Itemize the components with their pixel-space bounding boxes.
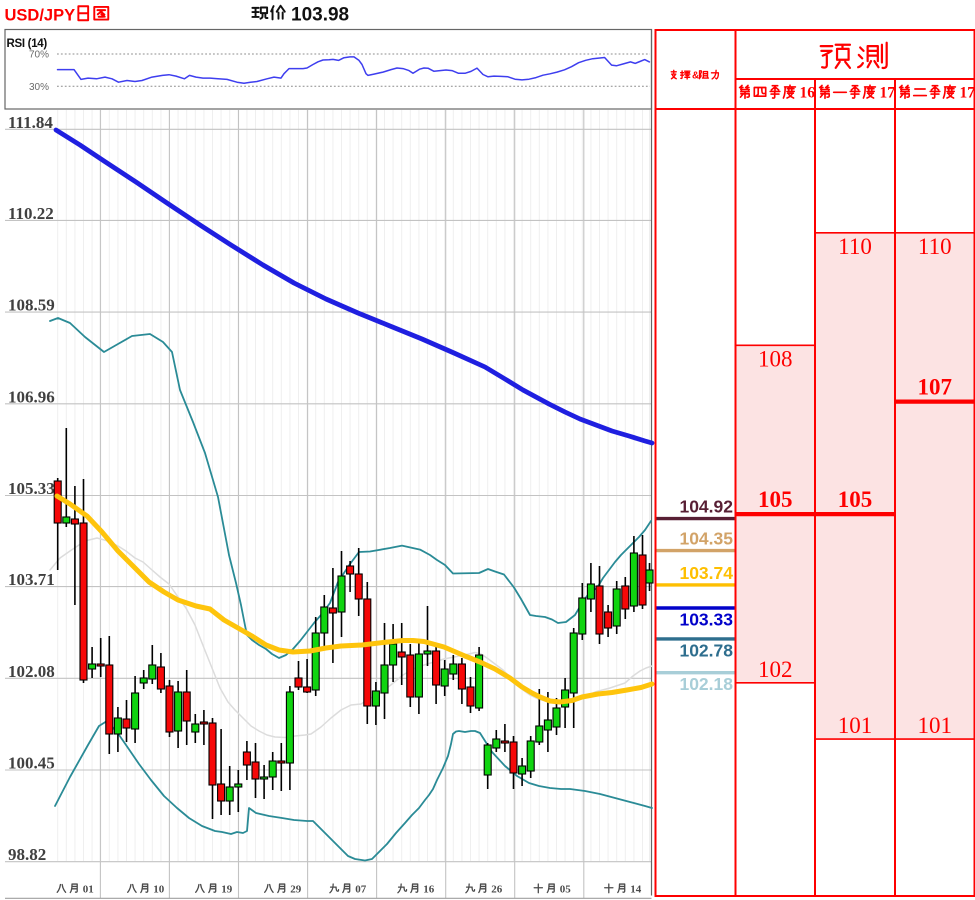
svg-text:RSI (14): RSI (14) [7, 38, 48, 50]
svg-text:10: 10 [153, 884, 165, 896]
svg-text:26: 26 [491, 884, 503, 896]
svg-text:16: 16 [800, 85, 816, 102]
svg-text:107: 107 [918, 375, 953, 400]
svg-text:14: 14 [630, 884, 642, 896]
svg-text:19: 19 [221, 884, 233, 896]
svg-text:108.59: 108.59 [8, 296, 55, 315]
svg-text:105.33: 105.33 [8, 479, 55, 498]
svg-text:USD/JPY: USD/JPY [5, 7, 76, 25]
svg-text:17: 17 [880, 85, 896, 102]
svg-text:102.78: 102.78 [679, 640, 733, 660]
svg-text:110.22: 110.22 [8, 204, 54, 223]
svg-text:103.71: 103.71 [8, 570, 55, 589]
svg-text:100.45: 100.45 [8, 754, 55, 773]
svg-text:108: 108 [758, 346, 793, 371]
svg-text:105: 105 [758, 487, 793, 512]
svg-text:101: 101 [918, 713, 953, 738]
svg-text:16: 16 [423, 884, 435, 896]
svg-text:30%: 30% [29, 82, 49, 93]
svg-text:17: 17 [960, 85, 975, 102]
svg-text:104.92: 104.92 [679, 497, 733, 517]
svg-text:101: 101 [838, 713, 873, 738]
svg-text:29: 29 [290, 884, 302, 896]
svg-text:102.18: 102.18 [679, 674, 733, 694]
svg-text:98.82: 98.82 [8, 845, 46, 864]
svg-text:104.35: 104.35 [679, 529, 733, 549]
svg-text:110: 110 [918, 234, 952, 259]
svg-text:111.84: 111.84 [8, 113, 53, 132]
svg-text:103.33: 103.33 [679, 610, 733, 630]
svg-text:105: 105 [838, 487, 873, 512]
svg-text:103.74: 103.74 [679, 563, 733, 583]
svg-text:07: 07 [355, 884, 367, 896]
svg-text:106.96: 106.96 [8, 387, 55, 406]
svg-text:103.98: 103.98 [291, 5, 349, 26]
svg-text:05: 05 [560, 884, 572, 896]
svg-text:01: 01 [83, 884, 94, 896]
svg-text:&: & [692, 71, 699, 82]
svg-text:102: 102 [758, 657, 793, 682]
svg-text:110: 110 [838, 234, 872, 259]
svg-text:102.08: 102.08 [8, 662, 55, 681]
svg-text:70%: 70% [29, 50, 49, 61]
